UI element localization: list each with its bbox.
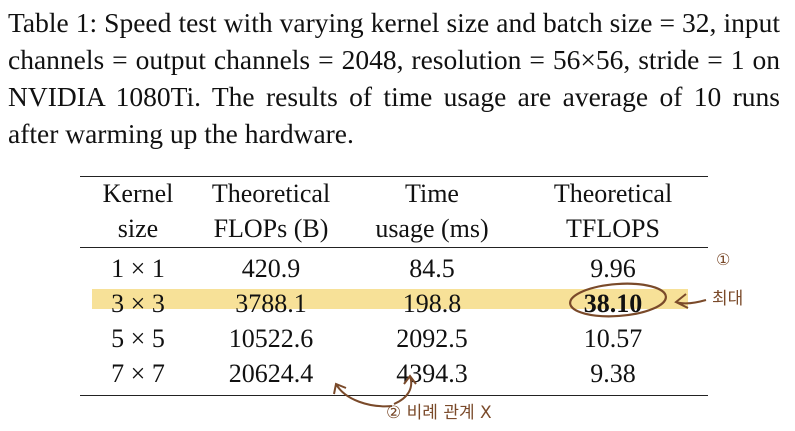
circle-mark — [569, 282, 667, 318]
tflops-cell: 9.96 — [590, 254, 636, 283]
kernel-size-cell: 5 × 5 — [111, 324, 165, 353]
flops-cell: 10522.6 — [228, 324, 314, 353]
header-time: Time — [405, 179, 459, 208]
time-cell: 4394.3 — [396, 359, 468, 388]
tflops-cell-best: 38.10 — [583, 289, 643, 318]
time-cell: 2092.5 — [396, 324, 468, 353]
flops-cell: 420.9 — [241, 254, 301, 283]
table-row: 1 × 1 420.9 84.5 9.96 — [80, 248, 708, 287]
annotation-not-proportional: ② 비례 관계 X — [386, 403, 492, 423]
header-theoretical-flops: Theoretical — [211, 179, 331, 208]
header-row-1: Kernel Theoretical Time Theoretical — [80, 177, 708, 212]
tflops-cell: 10.57 — [583, 324, 643, 353]
flops-cell: 20624.4 — [228, 359, 314, 388]
speed-test-table: Kernel Theoretical Time Theoretical size… — [80, 176, 708, 396]
arrow-icon — [393, 374, 417, 405]
time-cell: 198.8 — [402, 289, 462, 318]
annotation-number-1: ① — [716, 250, 731, 269]
header-flops-b: FLOPs (B) — [196, 211, 346, 248]
flops-cell: 3788.1 — [235, 289, 307, 318]
tflops-cell: 9.38 — [590, 359, 636, 388]
header-usage-ms: usage (ms) — [346, 211, 518, 248]
annotation-best: 최대 — [712, 289, 744, 309]
header-theoretical-tflops: Theoretical — [553, 179, 673, 208]
header-kernel: Kernel — [102, 179, 174, 208]
kernel-size-cell: 1 × 1 — [111, 254, 165, 283]
table-caption: Table 1: Speed test with varying kernel … — [8, 7, 780, 149]
kernel-size-cell: 7 × 7 — [111, 359, 165, 388]
table-row: 7 × 7 20624.4 4394.3 9.38 — [80, 356, 708, 396]
arrow-icon — [674, 293, 707, 309]
table-row: 3 × 3 3788.1 198.8 38.10 — [80, 286, 708, 321]
header-tflops: TFLOPS — [518, 211, 708, 248]
header-row-2: size FLOPs (B) usage (ms) TFLOPS — [80, 211, 708, 248]
kernel-size-cell: 3 × 3 — [111, 289, 165, 318]
header-size: size — [80, 211, 196, 248]
arrow-icon — [333, 382, 393, 408]
time-cell: 84.5 — [409, 254, 455, 283]
table-row: 5 × 5 10522.6 2092.5 10.57 — [80, 321, 708, 356]
row-highlight-mark — [92, 289, 688, 309]
